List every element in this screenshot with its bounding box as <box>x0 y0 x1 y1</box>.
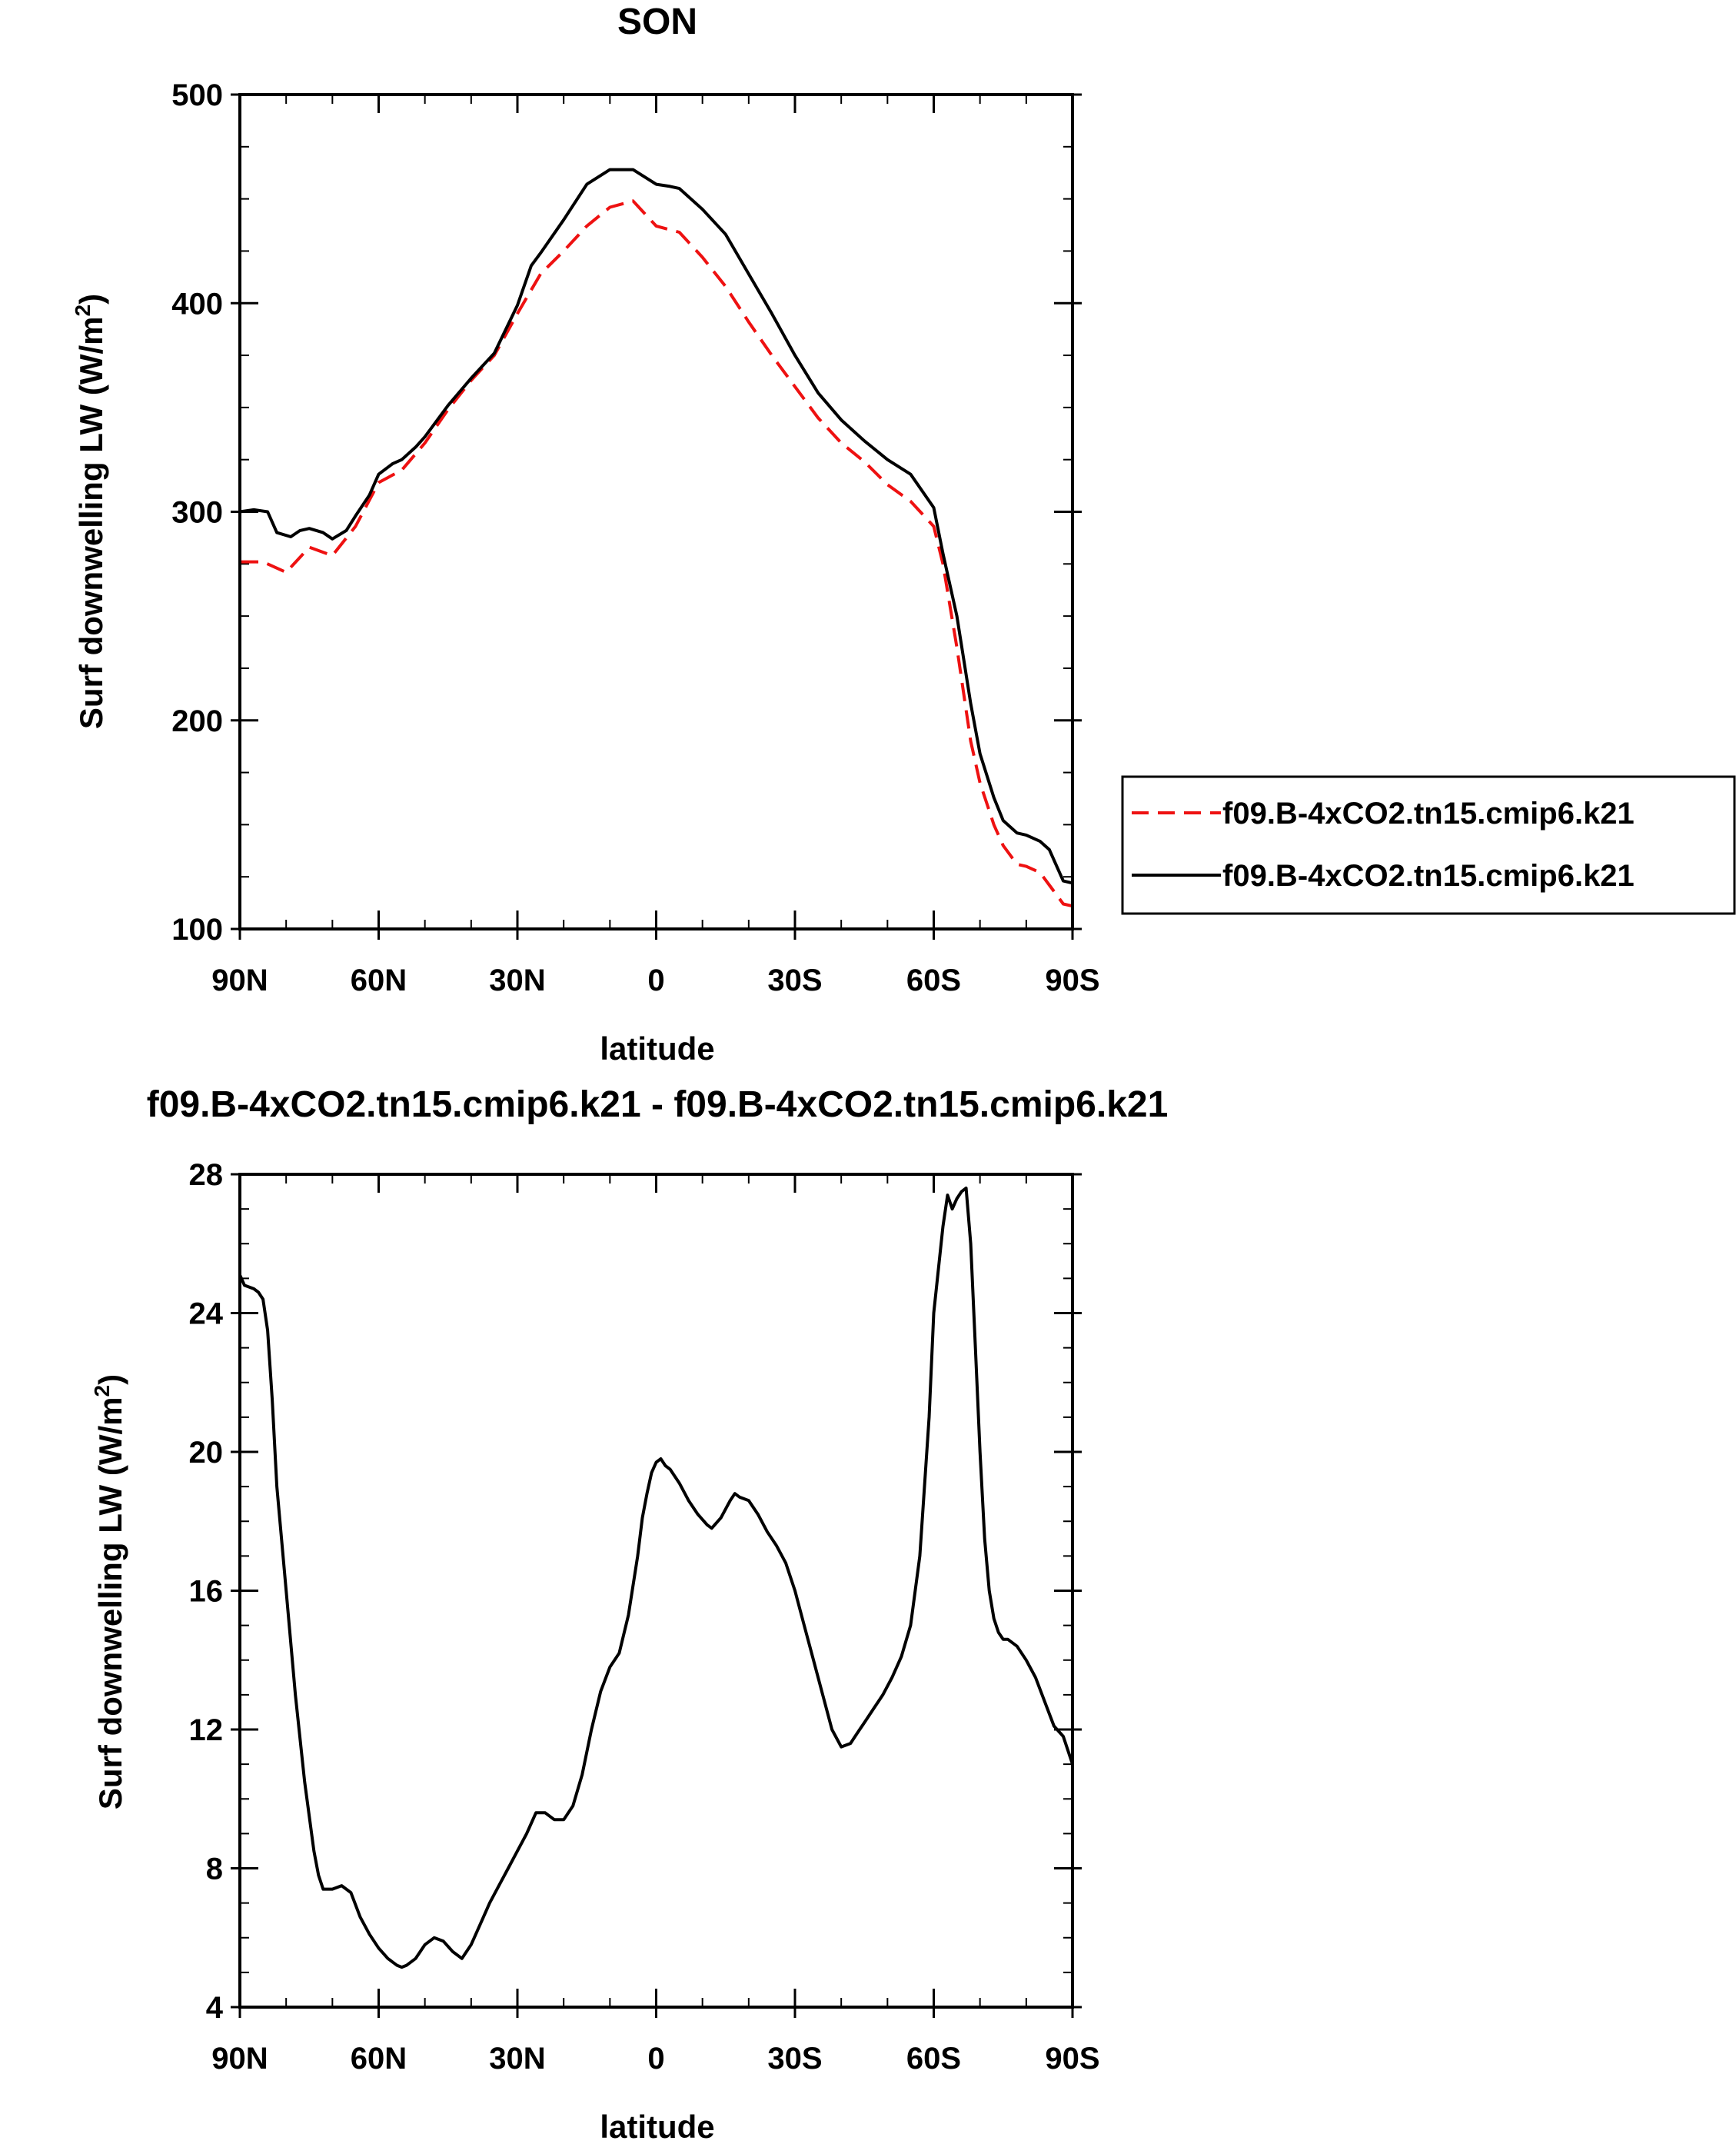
chart-top-y-axis-label: Surf downwelling LW (W/m2) <box>71 294 109 729</box>
chart-bottom-y-label-main: Surf downwelling LW (W/m <box>92 1397 128 1809</box>
chart-bottom: f09.B-4xCO2.tn15.cmip6.k21 - f09.B-4xCO2… <box>90 1084 1168 2144</box>
x-tick-label: 60N <box>351 964 407 997</box>
chart-bottom-y-label-tail: ) <box>92 1374 128 1385</box>
chart-top-plot-frame <box>238 93 1074 931</box>
x-tick-label: 60N <box>351 2042 407 2076</box>
legend-entry-dashed: f09.B-4xCO2.tn15.cmip6.k21 <box>1222 797 1635 831</box>
legend-entry-solid: f09.B-4xCO2.tn15.cmip6.k21 <box>1222 859 1635 893</box>
x-tick-label: 30S <box>767 964 822 997</box>
series-line-solid <box>238 1187 1074 1969</box>
chart-bottom-axes <box>231 1173 1082 2018</box>
x-tick-label: 60S <box>906 964 961 997</box>
chart-bottom-series <box>238 1187 1074 1969</box>
x-tick-label: 90S <box>1045 2042 1099 2076</box>
y-tick-label: 300 <box>171 496 223 530</box>
series-line-solid <box>239 168 1073 885</box>
y-tick-label: 24 <box>189 1297 224 1331</box>
chart-top-x-axis-label: latitude <box>600 1030 714 1067</box>
legend-box <box>1121 775 1736 915</box>
chart-bottom-y-label-sup: 2 <box>90 1385 114 1397</box>
x-tick-label: 0 <box>647 964 664 997</box>
chart-top: SON 90N 60N 30N 0 30S 60S 90S 100200300400500 … <box>71 2 1736 1067</box>
x-tick-label: 60S <box>906 2042 961 2076</box>
chart-top-y-label-main: Surf downwelling LW (W/m <box>73 316 109 729</box>
y-tick-label: 4 <box>206 1991 224 2025</box>
chart-top-y-label-sup: 2 <box>71 305 95 317</box>
x-tick-label: 30N <box>489 2042 545 2076</box>
chart-top-axes <box>231 93 1082 940</box>
y-tick-label: 28 <box>189 1158 224 1192</box>
series-line-dashed <box>240 199 1073 908</box>
x-tick-label: 90N <box>211 964 268 997</box>
y-tick-label: 500 <box>171 78 223 112</box>
y-tick-label: 16 <box>189 1575 224 1609</box>
chart-bottom-x-axis-label: latitude <box>600 2109 714 2144</box>
y-tick-label: 8 <box>206 1853 223 1886</box>
chart-bottom-y-axis-label: Surf downwelling LW (W/m2) <box>90 1374 128 1809</box>
y-tick-label: 12 <box>189 1713 224 1747</box>
chart-top-legend: f09.B-4xCO2.tn15.cmip6.k21 f09.B-4xCO2.t… <box>1121 775 1736 915</box>
x-tick-label: 90S <box>1045 964 1099 997</box>
chart-bottom-x-tick-labels: 90N 60N 30N 0 30S 60S 90S <box>211 2042 1099 2076</box>
chart-bottom-y-tick-labels: 4 8 12 16 20 24 28 <box>189 1158 224 2025</box>
chart-top-x-tick-labels: 90N 60N 30N 0 30S 60S 90S <box>211 964 1099 997</box>
x-tick-label: 30S <box>767 2042 822 2076</box>
chart-bottom-title: f09.B-4xCO2.tn15.cmip6.k21 - f09.B-4xCO2… <box>147 1084 1169 1125</box>
y-tick-label: 20 <box>189 1436 224 1470</box>
chart-top-series <box>239 168 1073 908</box>
x-tick-label: 90N <box>211 2042 268 2076</box>
y-tick-label: 400 <box>171 287 223 321</box>
chart-top-y-label-tail: ) <box>73 294 109 305</box>
chart-bottom-plot-frame <box>238 1173 1074 2009</box>
chart-top-title: SON <box>617 2 697 42</box>
y-tick-label: 200 <box>171 704 223 738</box>
x-tick-label: 30N <box>489 964 545 997</box>
x-tick-label: 0 <box>647 2042 664 2076</box>
chart-top-y-tick-labels: 100 200 300 400 500 <box>171 78 223 947</box>
y-tick-label: 100 <box>171 913 223 947</box>
